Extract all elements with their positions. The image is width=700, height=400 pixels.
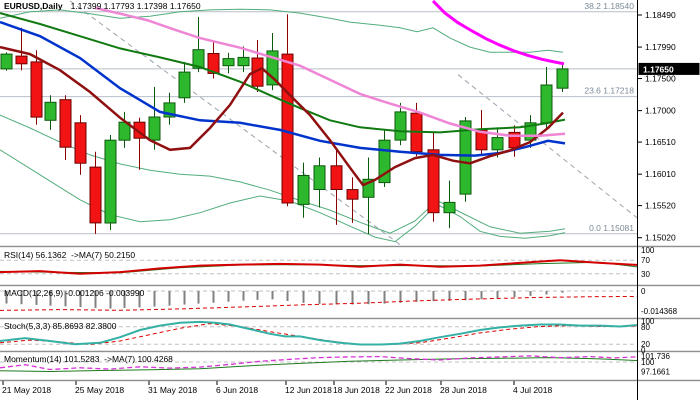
candle-bullish xyxy=(491,137,504,151)
price-axis-label: 1.17500 xyxy=(645,74,676,84)
candle-bullish xyxy=(459,120,472,195)
stoch-k-line xyxy=(0,320,638,346)
momentum-scale-label: 101.736 xyxy=(641,352,670,361)
time-axis-label: 28 Jun 2018 xyxy=(440,385,487,395)
candle-bearish xyxy=(74,122,87,164)
ma-maroon-line xyxy=(0,45,564,187)
candle-bearish xyxy=(89,166,102,224)
rsi-scale-label: 100 xyxy=(641,246,655,255)
trendline-dashed xyxy=(69,0,403,247)
macd-signal-line xyxy=(0,296,638,311)
candle-bearish xyxy=(59,99,72,148)
time-axis-label: 22 Jun 2018 xyxy=(385,385,432,395)
chart-title: EURUSD,Daily 1.17399 1.17793 1.17398 1.17… xyxy=(4,2,209,11)
stoch-scale-label: 0 xyxy=(641,346,646,355)
candle-bearish xyxy=(15,55,28,65)
momentum-indicator-label: Momentum(14) 101.5283 ->MA(7) 100.4268 xyxy=(4,354,173,364)
candle-bearish xyxy=(30,61,43,118)
candle-bullish xyxy=(378,139,391,184)
candle-bullish xyxy=(540,84,553,124)
macd-scale-label: -0.014368 xyxy=(641,307,678,316)
time-axis-label: 31 May 2018 xyxy=(148,385,197,395)
fib-level-label: 38.2 1.18540 xyxy=(584,1,634,11)
time-axis-label: 21 May 2018 xyxy=(2,385,51,395)
time-axis-label: 25 May 2018 xyxy=(75,385,124,395)
ma-pink-line xyxy=(94,6,566,137)
momentum-scale-label: 97.1661 xyxy=(641,368,670,377)
time-axis-label: 12 Jun 2018 xyxy=(285,385,332,395)
chart-symbol-period: EURUSD,Daily xyxy=(4,1,63,11)
candlestick-series xyxy=(0,14,569,234)
fib-level-label: 0.0 1.15081 xyxy=(589,223,634,233)
momentum-scale-label: 100 xyxy=(641,358,655,367)
rsi-indicator-label: RSI(14) 56.1362 ->MA(7) 50.2150 xyxy=(4,250,136,260)
candle-bearish xyxy=(330,165,343,191)
price-axis-label: 1.17000 xyxy=(645,106,676,116)
trendline-dashed xyxy=(457,74,638,219)
ma-green-line xyxy=(0,12,566,134)
price-axis-label: 1.17990 xyxy=(645,42,676,52)
candle-bullish xyxy=(297,175,310,205)
candle-bullish xyxy=(443,201,456,214)
candle-bullish xyxy=(222,58,235,67)
fib-level-label: 23.6 1.17218 xyxy=(584,86,634,96)
band-lower-line xyxy=(0,149,566,243)
candle-bullish xyxy=(104,139,117,224)
macd-scale-label: 0 xyxy=(641,287,646,296)
rsi-scale-label: 70 xyxy=(641,256,650,265)
momentum-ma-line xyxy=(0,357,638,373)
stoch-scale-label: 100 xyxy=(641,317,655,326)
time-axis-label: 4 Jul 2018 xyxy=(513,385,552,395)
macd-histogram xyxy=(5,291,564,309)
price-axis-label: 1.16510 xyxy=(645,137,676,147)
time-axis-label: 6 Jun 2018 xyxy=(216,385,258,395)
ma-magenta-line xyxy=(431,0,565,66)
rsi-scale-label: 30 xyxy=(641,270,650,279)
price-axis-label: 1.15020 xyxy=(645,233,676,243)
candle-bullish xyxy=(237,56,250,67)
candle-bullish xyxy=(44,101,57,121)
macd-indicator-label: MACD(12,26,9) -0.001206 -0.003990 xyxy=(4,288,145,298)
candle-bearish xyxy=(346,189,359,200)
candle-bearish xyxy=(133,121,146,139)
band-upper-line xyxy=(0,8,564,53)
candle-bullish xyxy=(192,49,205,69)
candle-bearish xyxy=(427,149,440,214)
momentum-main-line xyxy=(0,355,638,371)
candle-bullish xyxy=(524,122,537,141)
chart-ohlc-values: 1.17399 1.17793 1.17398 1.17650 xyxy=(70,1,201,11)
rsi-main-line xyxy=(0,259,638,275)
stoch-scale-label: 20 xyxy=(641,340,650,349)
candle-bullish xyxy=(362,178,375,198)
current-price-tag-label: 1.17650 xyxy=(643,64,674,74)
candle-bullish xyxy=(266,50,279,86)
time-axis-label: 18 Jun 2018 xyxy=(333,385,380,395)
candle-bullish xyxy=(148,116,161,141)
candle-bullish xyxy=(313,165,326,191)
price-axis-label: 1.15520 xyxy=(645,201,676,211)
price-axis-label: 1.18490 xyxy=(645,10,676,20)
stoch-scale-label: 80 xyxy=(641,323,650,332)
candle-bullish xyxy=(178,71,191,99)
price-axis-label: 1.16010 xyxy=(645,169,676,179)
current-price-tag xyxy=(638,62,700,75)
candle-bearish xyxy=(207,53,220,74)
candle-bearish xyxy=(281,53,294,204)
candle-bullish xyxy=(0,53,13,70)
candle-bullish xyxy=(163,102,176,118)
candle-bullish xyxy=(556,68,569,89)
stoch-indicator-label: Stoch(5,3,3) 85.8693 82.3800 xyxy=(4,321,117,331)
candle-bullish xyxy=(394,111,407,141)
